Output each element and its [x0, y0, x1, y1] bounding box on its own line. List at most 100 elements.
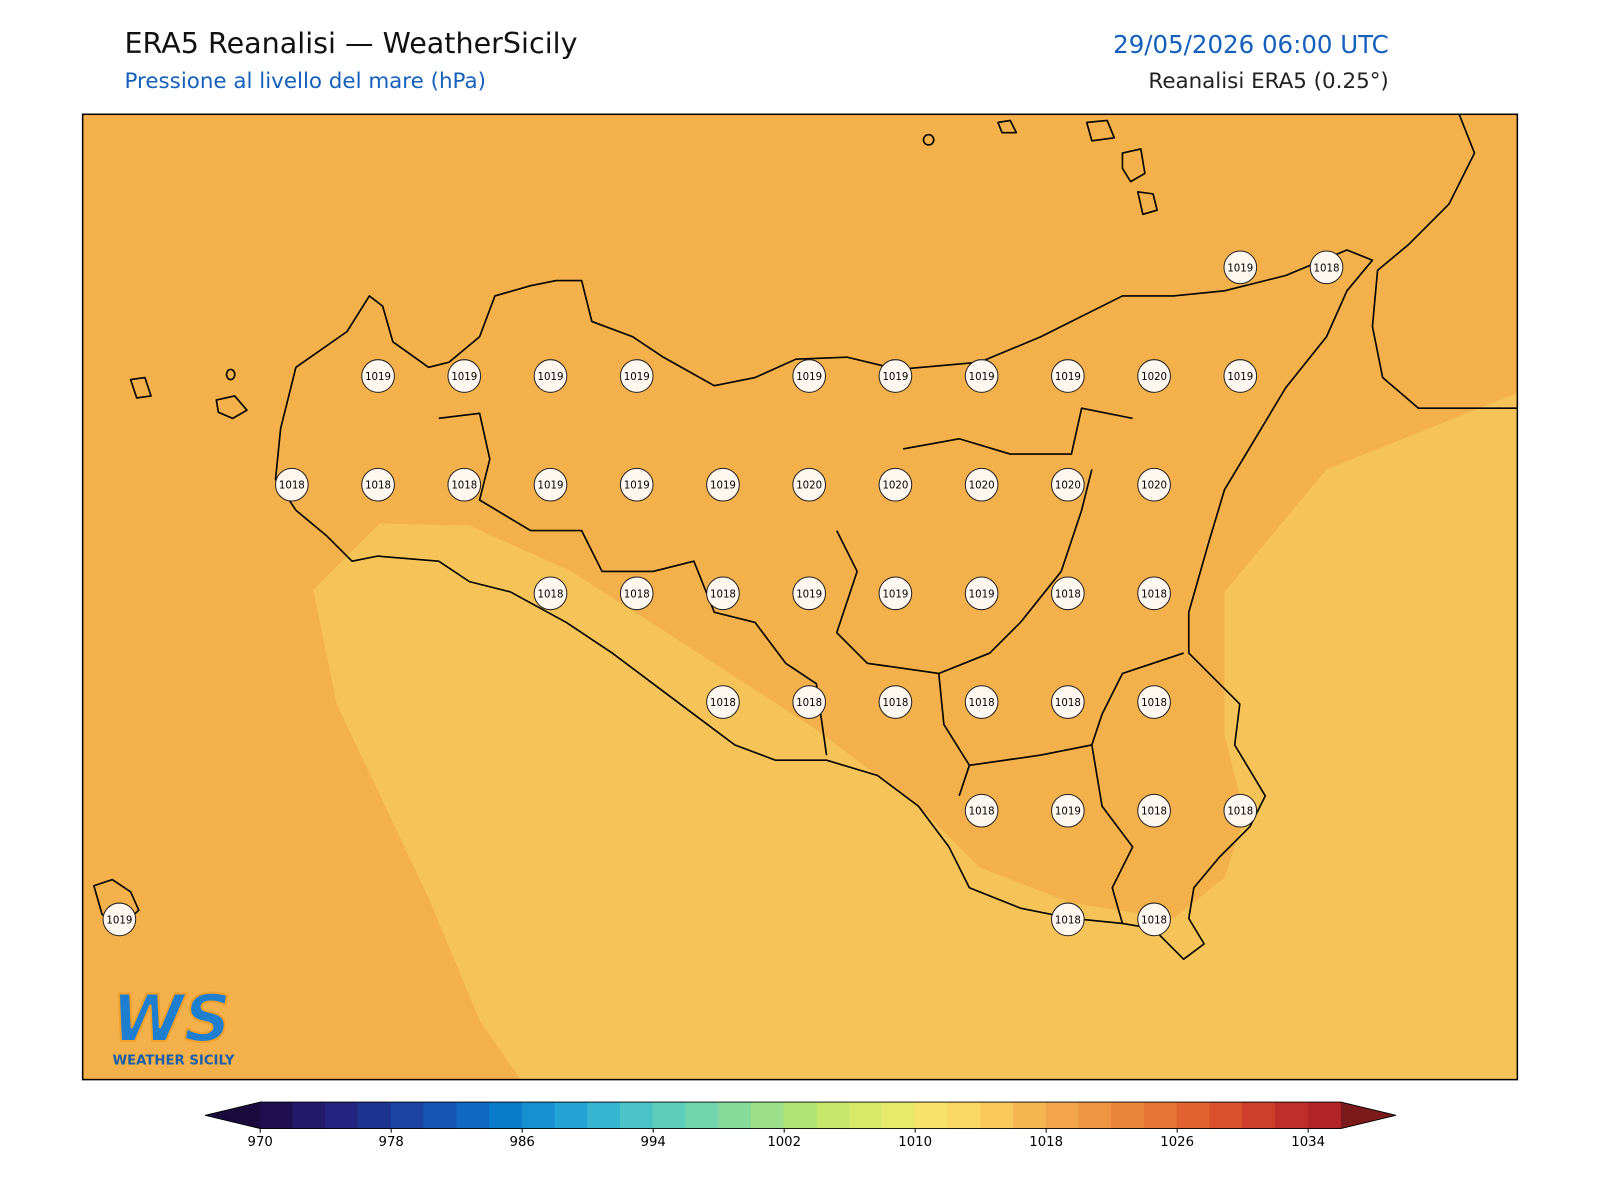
logo-caption: WEATHER SICILY [112, 1053, 234, 1068]
station-marker [878, 359, 913, 393]
station-value: 1018 [969, 807, 995, 818]
colorbar-bin [1307, 1102, 1342, 1129]
colorbar-bin [1078, 1102, 1113, 1129]
station-value: 1018 [1055, 589, 1081, 600]
colorbar-bin [259, 1102, 294, 1129]
station-marker [878, 467, 913, 502]
station-value: 1018 [538, 589, 564, 600]
colorbar-bin [750, 1102, 785, 1129]
station-marker [1223, 250, 1258, 285]
station-value: 1018 [1227, 807, 1253, 818]
station-value: 1019 [1227, 372, 1253, 383]
station-value: 1020 [1141, 372, 1167, 383]
subtitle: Pressione al livello del mare (hPa) [124, 69, 485, 94]
station-value: 1019 [796, 589, 822, 600]
station-marker [619, 467, 654, 502]
station-marker [878, 685, 913, 719]
station-value: 1019 [538, 372, 564, 383]
station-labels: 1019 1018 1019 1019 1019 1019 1019 1019 1019 1019… [102, 250, 1344, 937]
colorbar-tick-label: 994 [641, 1135, 666, 1150]
station-marker [792, 467, 827, 502]
map-frame [81, 113, 1519, 1081]
station-marker [1137, 685, 1171, 719]
island [93, 119, 1158, 928]
station-marker [361, 467, 395, 502]
colorbar-bin [488, 1102, 523, 1129]
colorbar-bin [685, 1102, 720, 1129]
station-marker [447, 359, 482, 393]
colorbar-bin [1143, 1102, 1178, 1129]
station-marker [1051, 576, 1085, 611]
station-value: 1018 [969, 698, 995, 709]
station-marker [964, 359, 999, 393]
station-value: 1019 [796, 372, 822, 383]
colorbar-tick-label: 978 [379, 1135, 404, 1150]
station-value: 1018 [1055, 915, 1081, 926]
station-marker [275, 467, 309, 502]
station-value: 1019 [538, 481, 564, 492]
station-value: 1019 [969, 372, 995, 383]
station-marker [706, 685, 740, 719]
station-marker [102, 902, 137, 937]
station-marker [447, 467, 482, 502]
colorbar-bin [521, 1102, 556, 1129]
station-value: 1019 [106, 915, 132, 926]
station-value: 1019 [969, 589, 995, 600]
station-value: 1020 [969, 481, 995, 492]
station-marker [1309, 250, 1344, 285]
station-marker [619, 576, 654, 611]
station-value: 1019 [1055, 807, 1081, 818]
station-value: 1019 [1227, 263, 1253, 274]
station-value: 1019 [365, 372, 391, 383]
colorbar-bin [456, 1102, 490, 1129]
station-marker [964, 685, 999, 719]
logo-mark: WS [112, 981, 231, 1057]
colorbar-bin [390, 1102, 425, 1129]
colorbar-over [1340, 1102, 1397, 1129]
station-marker [1051, 467, 1085, 502]
colorbar-bin [652, 1102, 687, 1129]
station-value: 1019 [624, 481, 650, 492]
map-area: 1019 1018 1019 1019 1019 1019 1019 1019 1019 1019… [82, 114, 1518, 1080]
station-marker [1137, 902, 1171, 937]
station-marker [878, 576, 913, 611]
colorbar-bin [619, 1102, 654, 1129]
station-value: 1018 [1141, 698, 1167, 709]
colorbar-bin [849, 1102, 883, 1129]
colorbar-bin [980, 1102, 1014, 1129]
station-value: 1018 [1141, 807, 1167, 818]
station-marker [533, 467, 568, 502]
station-value: 1019 [710, 481, 736, 492]
colorbar-bin [947, 1102, 982, 1129]
region-boundary [438, 407, 1184, 924]
station-value: 1019 [882, 372, 908, 383]
colorbar-bin [914, 1102, 949, 1129]
station-marker [619, 359, 654, 393]
source: Reanalisi ERA5 (0.25°) [1148, 69, 1388, 94]
colorbar-tick-label: 1018 [1029, 1135, 1063, 1150]
station-marker [1051, 793, 1085, 828]
colorbar-bin [816, 1102, 851, 1129]
logo: WS WEATHER SICILY [111, 980, 235, 1068]
title: ERA5 Reanalisi — WeatherSicily [124, 26, 577, 60]
station-marker [533, 576, 568, 611]
colorbar-outline [205, 1101, 1397, 1129]
station-value: 1020 [882, 481, 908, 492]
colorbar-bin [1274, 1102, 1309, 1129]
station-value: 1019 [882, 589, 908, 600]
station-value: 1020 [1055, 481, 1081, 492]
station-marker [1137, 793, 1171, 828]
station-marker [1051, 685, 1085, 719]
station-value: 1018 [1141, 915, 1167, 926]
colorbar-bin [587, 1102, 621, 1129]
station-value: 1018 [1055, 698, 1081, 709]
colorbar-bin [554, 1102, 589, 1129]
colorbar-tick-label: 970 [248, 1135, 273, 1150]
station-value: 1018 [1314, 263, 1340, 274]
colorbar-tick-label: 1026 [1160, 1135, 1194, 1150]
station-marker [361, 359, 395, 393]
coastline-calabria [1371, 114, 1518, 409]
colorbar-bin [292, 1102, 327, 1129]
station-value: 1018 [451, 481, 477, 492]
